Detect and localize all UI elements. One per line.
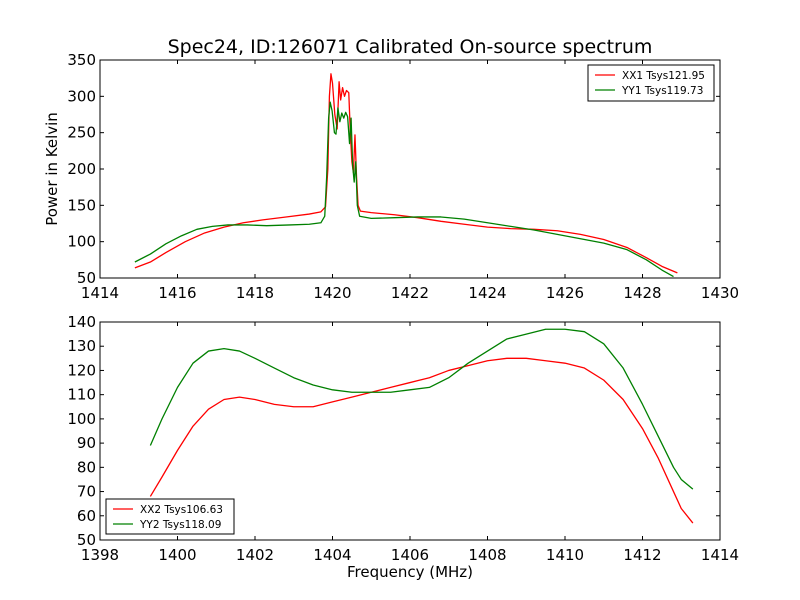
y-tick-label: 350 — [67, 51, 96, 69]
x-axis-label: Frequency (MHz) — [347, 563, 473, 581]
bottom-panel: 1398 1400 1402 1404 1406 1408 1410 1412 1414 50 60… — [67, 313, 739, 564]
y-tick-label: 150 — [67, 196, 96, 214]
y-tick-label: 250 — [67, 124, 96, 142]
x-tick-label: 1428 — [623, 284, 661, 302]
y-tick-label: 90 — [77, 434, 96, 452]
series-line-yy — [134, 101, 674, 278]
y-tick-label: 110 — [67, 386, 96, 404]
series-line-xx — [149, 357, 694, 524]
y-tick-label: 50 — [77, 269, 96, 287]
y-axis-label: Power in Kelvin — [43, 112, 61, 226]
x-tick-label: 1400 — [158, 546, 196, 564]
x-tick-label: 1398 — [81, 546, 119, 564]
y-tick-label: 120 — [67, 361, 96, 379]
y-tick-label: 60 — [77, 507, 96, 525]
y-tick-label: 70 — [77, 483, 96, 501]
y-tick-label: 80 — [77, 458, 96, 476]
x-tick-label: 1410 — [546, 546, 584, 564]
y-tick-label: 140 — [67, 313, 96, 331]
legend-label: YY1 Tsys119.73 — [621, 85, 703, 97]
legend-box — [587, 64, 715, 102]
x-tick-label: 1402 — [236, 546, 274, 564]
y-tick-label: 100 — [67, 410, 96, 428]
x-tick-label: 1422 — [391, 284, 429, 302]
legend: XX1 Tsys121.95 YY1 Tsys119.73 — [587, 64, 715, 102]
y-tick-label: 130 — [67, 337, 96, 355]
x-tick-label: 1414 — [81, 284, 119, 302]
x-tick-label: 1420 — [313, 284, 351, 302]
x-tick-label: 1414 — [701, 546, 739, 564]
x-tick-label: 1408 — [468, 546, 506, 564]
legend: XX2 Tsys106.63 YY2 Tsys118.09 — [105, 498, 235, 535]
chart-title: Spec24, ID:126071 Calibrated On-source s… — [168, 36, 653, 58]
x-tick-label: 1430 — [701, 284, 739, 302]
legend-label: XX1 Tsys121.95 — [622, 70, 705, 82]
y-tick-label: 300 — [67, 87, 96, 105]
y-tick-label: 200 — [67, 160, 96, 178]
x-tick-label: 1404 — [313, 546, 351, 564]
y-tick-label: 100 — [67, 233, 96, 251]
x-tick-label: 1406 — [391, 546, 429, 564]
legend-label: YY2 Tsys118.09 — [139, 519, 221, 531]
series-line-xx — [134, 73, 678, 274]
x-tick-label: 1426 — [546, 284, 584, 302]
legend-label: XX2 Tsys106.63 — [140, 504, 223, 516]
x-tick-label: 1424 — [468, 284, 506, 302]
x-tick-label: 1416 — [158, 284, 196, 302]
legend-box — [105, 498, 235, 535]
x-tick-label: 1412 — [623, 546, 661, 564]
top-panel: 1414 1416 1418 1420 1422 1424 1426 1428 1430 50 10… — [67, 51, 739, 302]
y-tick-label: 50 — [77, 531, 96, 549]
series-line-yy — [149, 328, 694, 490]
x-tick-label: 1418 — [236, 284, 274, 302]
